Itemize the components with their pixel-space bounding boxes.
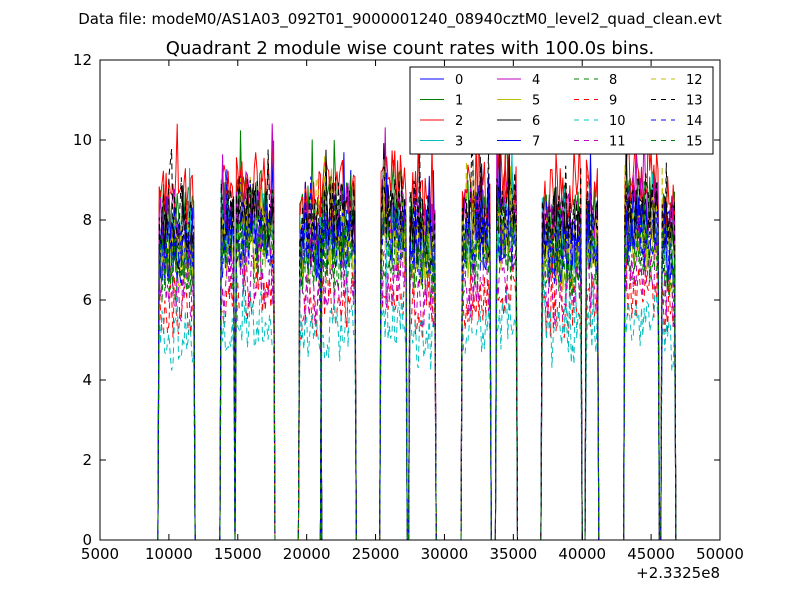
ticks-layer: 5000 10000 15000 20000 25000 30000 35000 40000 4… xyxy=(73,51,744,563)
legend-box xyxy=(409,66,714,155)
series-line-8 xyxy=(157,174,677,541)
series-line-15 xyxy=(157,182,677,541)
legend-label-5: 5 xyxy=(532,94,540,109)
y-tick-label: 8 xyxy=(82,211,92,229)
y-tick-label: 4 xyxy=(82,371,92,389)
series-line-2 xyxy=(157,117,677,541)
series-line-12 xyxy=(157,154,677,541)
x-tick-label: 15000 xyxy=(214,545,262,563)
x-tick-label: 30000 xyxy=(421,545,469,563)
legend-label-13: 13 xyxy=(686,94,703,109)
legend-label-10: 10 xyxy=(609,114,626,129)
x-tick-label: 10000 xyxy=(145,545,193,563)
y-tick-label: 2 xyxy=(82,451,92,469)
x-tick-label: 20000 xyxy=(283,545,331,563)
series-line-14 xyxy=(157,163,677,541)
legend-label-11: 11 xyxy=(609,135,626,150)
series-line-11 xyxy=(157,195,677,541)
series-line-9 xyxy=(157,202,677,541)
legend-label-12: 12 xyxy=(686,73,703,88)
legend-label-7: 7 xyxy=(532,135,540,150)
x-tick-label: 25000 xyxy=(352,545,400,563)
legend-label-4: 4 xyxy=(532,73,540,88)
chart-title: Quadrant 2 module wise count rates with … xyxy=(166,38,655,59)
y-tick-label: 6 xyxy=(82,291,92,309)
y-tick-label: 10 xyxy=(73,131,92,149)
y-tick-label: 12 xyxy=(73,51,92,69)
x-offset-label: +2.3325e8 xyxy=(636,564,720,582)
legend-label-3: 3 xyxy=(455,135,463,150)
series-line-7 xyxy=(157,157,677,541)
legend-label-2: 2 xyxy=(455,114,463,129)
legend-label-14: 14 xyxy=(686,114,703,129)
legend-label-9: 9 xyxy=(609,94,617,109)
x-tick-label: 5000 xyxy=(81,545,119,563)
y-tick-label: 0 xyxy=(82,531,92,549)
series-layer xyxy=(157,117,677,541)
series-line-10 xyxy=(157,243,677,541)
x-tick-label: 40000 xyxy=(558,545,606,563)
x-tick-label: 45000 xyxy=(627,545,675,563)
legend-label-6: 6 xyxy=(532,114,540,129)
legend-label-0: 0 xyxy=(455,73,463,88)
x-tick-label: 50000 xyxy=(696,545,744,563)
x-tick-label: 35000 xyxy=(489,545,537,563)
data-file-label: Data file: modeM0/AS1A03_092T01_90000012… xyxy=(78,10,722,29)
legend-label-15: 15 xyxy=(686,135,703,150)
legend-label-1: 1 xyxy=(455,94,463,109)
legend-label-8: 8 xyxy=(609,73,617,88)
